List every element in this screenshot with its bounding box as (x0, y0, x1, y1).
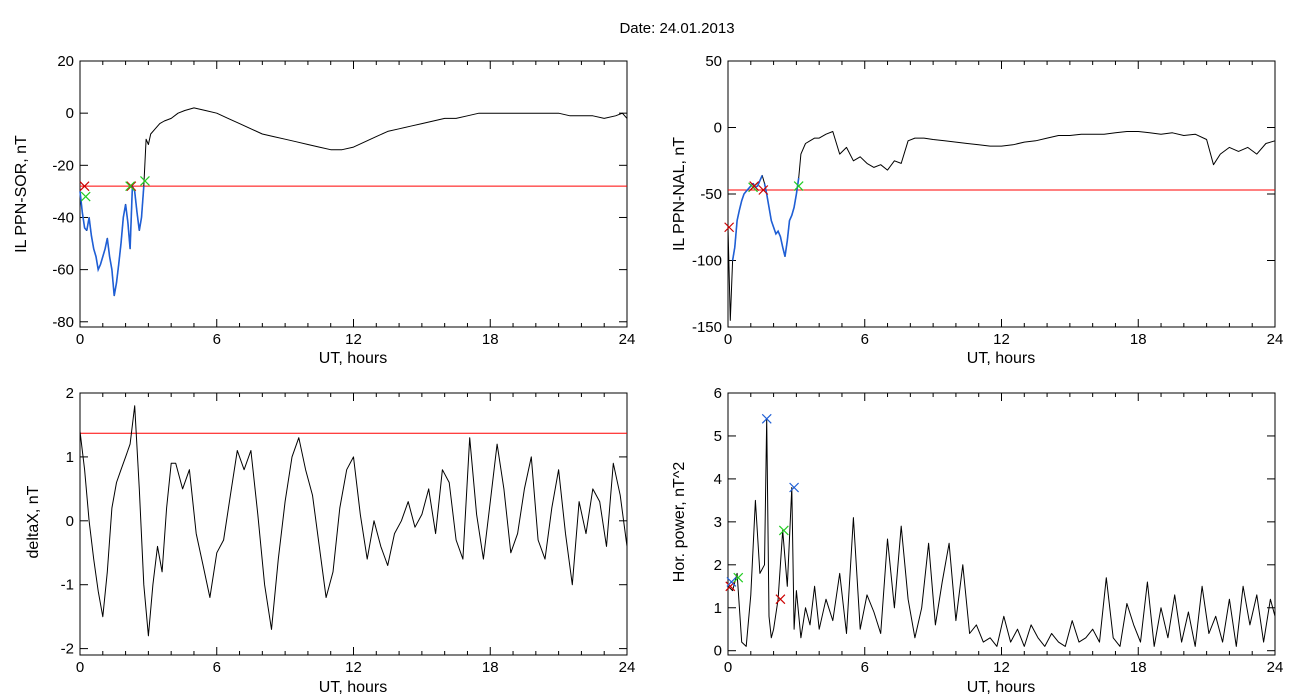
y-tick-label: -50 (700, 186, 722, 203)
y-tick-label: 4 (714, 471, 722, 488)
y-tick-label: -80 (52, 314, 74, 331)
x-tick-label: 6 (861, 659, 869, 676)
figure-title: Date: 24.01.2013 (619, 20, 734, 37)
ylabel-ppn-nal: IL PPN-NAL, nT (671, 137, 688, 251)
panel-ppn-sor: IL PPN-SOR, nT UT, hours (13, 135, 387, 367)
plot-ppn-nal: 0 6 12 18 24 -150 -100 -50 0 50 (692, 53, 1283, 348)
y-tick-label: -40 (52, 209, 74, 226)
x-tick-label: 24 (1267, 659, 1284, 676)
series-line (727, 131, 1276, 321)
highlight-segment (763, 177, 800, 257)
highlight-segment (131, 185, 145, 231)
event-marker (793, 181, 804, 191)
plot-frame (727, 392, 1276, 656)
panel-ppn-nal: IL PPN-NAL, nT UT, hours (671, 137, 1035, 367)
plot-frame (727, 60, 1276, 328)
highlight-segment (86, 186, 134, 296)
y-tick-label: 0 (714, 120, 722, 137)
event-marker (749, 181, 760, 191)
x-tick-label: 0 (724, 659, 732, 676)
x-tick-label: 18 (482, 659, 499, 676)
event-marker (789, 482, 800, 493)
y-tick-label: 6 (714, 385, 722, 402)
event-marker (761, 413, 772, 424)
highlight-segment (79, 191, 88, 232)
y-tick-label: 20 (57, 53, 74, 70)
panel-deltax: deltaX, nT UT, hours (25, 485, 387, 696)
xlabel-ppn-sor: UT, hours (319, 350, 387, 367)
x-tick-label: 12 (993, 331, 1010, 348)
highlight-segment (731, 182, 754, 261)
ylabel-ppn-sor: IL PPN-SOR, nT (13, 135, 30, 253)
event-marker (140, 176, 150, 186)
y-tick-label: -2 (61, 641, 74, 658)
plot-frame (79, 60, 628, 328)
x-tick-label: 6 (213, 659, 221, 676)
event-marker (758, 185, 769, 195)
ylabel-deltax: deltaX, nT (25, 485, 42, 558)
xlabel-hor-power: UT, hours (967, 679, 1035, 696)
event-marker (778, 525, 789, 536)
y-tick-label: 2 (66, 385, 74, 402)
event-marker (726, 577, 737, 587)
y-tick-label: -60 (52, 262, 74, 279)
y-tick-label: -1 (61, 577, 74, 594)
panel-hor-power: Hor. power, nT^2 UT, hours (671, 462, 1035, 696)
x-tick-label: 24 (1267, 331, 1284, 348)
y-tick-label: 1 (714, 600, 722, 617)
x-tick-label: 6 (861, 331, 869, 348)
y-tick-label: 0 (66, 513, 74, 530)
xlabel-deltax: UT, hours (319, 679, 387, 696)
y-tick-label: -100 (692, 253, 722, 270)
y-tick-label: 5 (714, 428, 722, 445)
event-marker (125, 181, 136, 192)
x-tick-label: 0 (76, 659, 84, 676)
plot-frame (79, 392, 628, 656)
event-marker (724, 222, 735, 233)
x-tick-label: 18 (1130, 331, 1147, 348)
xlabel-ppn-nal: UT, hours (967, 350, 1035, 367)
series-line (727, 418, 1276, 647)
y-tick-label: 1 (66, 449, 74, 466)
event-marker (126, 181, 137, 192)
ylabel-hor-power: Hor. power, nT^2 (671, 462, 688, 583)
x-tick-label: 24 (619, 659, 636, 676)
x-tick-label: 12 (993, 659, 1010, 676)
x-tick-label: 12 (345, 331, 362, 348)
series-line (79, 405, 628, 637)
event-marker (79, 181, 90, 192)
y-tick-label: 2 (714, 557, 722, 574)
y-tick-label: -20 (52, 157, 74, 174)
y-tick-label: -150 (692, 319, 722, 336)
x-tick-label: 0 (76, 331, 84, 348)
x-tick-label: 18 (1130, 659, 1147, 676)
plot-ppn-sor: 0 6 12 18 24 -80 -60 -40 -20 0 20 (52, 53, 635, 348)
x-tick-label: 24 (619, 331, 636, 348)
event-marker (775, 594, 786, 605)
event-marker (80, 191, 91, 202)
y-tick-label: 0 (714, 643, 722, 660)
x-tick-label: 18 (482, 331, 499, 348)
y-tick-label: 0 (66, 105, 74, 122)
y-tick-label: 50 (705, 53, 722, 70)
event-marker (733, 572, 744, 583)
y-tick-label: 3 (714, 514, 722, 531)
series-line (79, 107, 628, 297)
x-tick-label: 12 (345, 659, 362, 676)
x-tick-label: 0 (724, 331, 732, 348)
x-tick-label: 6 (213, 331, 221, 348)
